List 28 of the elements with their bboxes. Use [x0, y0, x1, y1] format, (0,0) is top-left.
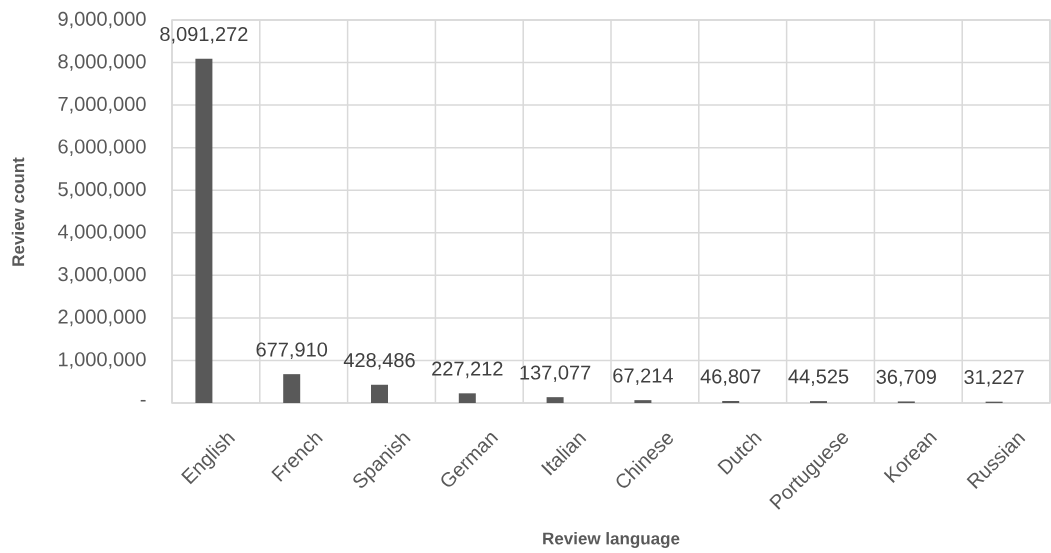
data-label: 428,486 [343, 353, 415, 370]
data-label: 46,807 [700, 369, 761, 386]
y-tick-label: 6,000,000 [58, 139, 146, 156]
x-axis-title: Review language [543, 532, 680, 548]
bar [283, 374, 301, 403]
y-tick-label: 1,000,000 [59, 352, 146, 369]
data-label: 227,212 [432, 361, 503, 379]
y-tick-label: - [140, 399, 146, 402]
data-label: 67,214 [613, 368, 673, 385]
data-label: 36,709 [876, 369, 936, 387]
y-axis-title: Review count [11, 157, 25, 266]
y-tick-label: 2,000,000 [58, 309, 146, 327]
data-label: 31,227 [964, 369, 1024, 387]
bar [458, 393, 476, 403]
y-tick-label: 4,000,000 [57, 224, 146, 242]
data-label: 137,077 [520, 365, 591, 382]
y-tick-label: 8,000,000 [58, 54, 146, 71]
bar [634, 400, 652, 403]
bar [546, 397, 564, 403]
data-label: 677,910 [256, 342, 328, 359]
bar [371, 384, 388, 403]
y-tick-label: 9,000,000 [58, 11, 146, 29]
data-label: 8,091,272 [160, 26, 248, 44]
y-tick-label: 5,000,000 [58, 181, 146, 199]
y-tick-label: 3,000,000 [58, 267, 146, 284]
y-tick-label: 7,000,000 [58, 96, 146, 114]
bar [195, 58, 213, 403]
data-label: 44,525 [788, 369, 849, 386]
